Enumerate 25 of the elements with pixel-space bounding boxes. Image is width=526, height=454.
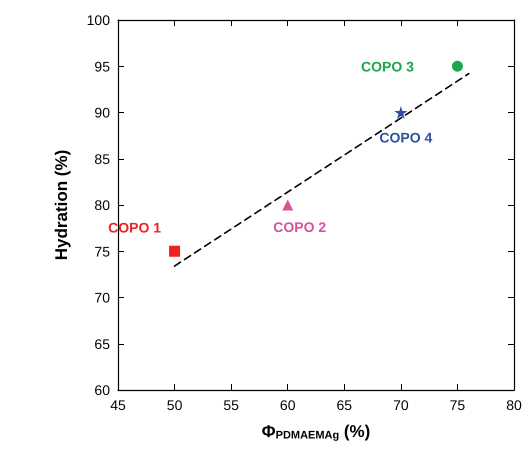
x-tick-label: 75 <box>450 397 466 413</box>
y-tick-label: 75 <box>94 243 110 260</box>
x-tick-label: 80 <box>506 397 522 413</box>
y-tick-label: 95 <box>94 58 110 74</box>
y-tick-label: 85 <box>94 150 110 167</box>
x-tick-label: 50 <box>166 397 183 413</box>
text: COPO 3 <box>360 58 414 74</box>
series-label: COPO 2 <box>273 219 326 235</box>
y-axis-title: Hydration (%) <box>52 150 71 260</box>
y-tick-label: 60 <box>94 382 110 398</box>
y-tick-label: 70 <box>94 290 110 306</box>
x-tick-label: 60 <box>280 397 296 413</box>
series-label: COPO 4 <box>379 130 433 146</box>
x-tick-label: 70 <box>393 397 409 413</box>
point <box>452 60 463 72</box>
point <box>394 106 408 119</box>
y-tick-label: 65 <box>94 336 110 352</box>
y-tick-label: 100 <box>86 12 110 28</box>
x-tick-label: 65 <box>336 397 352 413</box>
x-tick-label: 45 <box>110 397 126 413</box>
point <box>169 246 180 257</box>
y-tick-label: 80 <box>94 197 110 213</box>
y-tick-label: 90 <box>94 104 110 120</box>
point <box>282 200 294 210</box>
x-tick-label: 55 <box>223 397 240 413</box>
